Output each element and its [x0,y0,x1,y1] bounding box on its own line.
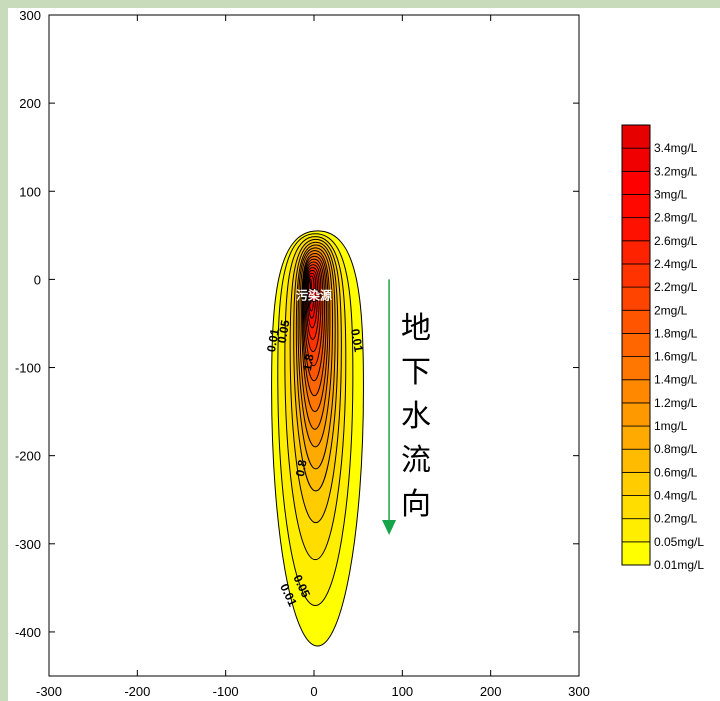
source-label: 污染源 [296,287,332,302]
y-tick-label: 300 [19,8,41,23]
legend-swatch [621,170,651,195]
legend-swatch [621,541,651,566]
x-tick-label: 200 [480,684,502,699]
x-tick-label: -200 [124,684,150,699]
legend-swatch [621,379,651,404]
x-tick-label: -300 [36,684,62,699]
contour-label: 0.8 [293,458,310,477]
source-point [307,288,321,302]
legend-label: 3.2mg/L [654,164,698,178]
legend-swatch [621,147,651,172]
legend-label: 1.2mg/L [654,396,698,410]
legend-label: 0.6mg/L [654,465,698,479]
legend-label: 2.4mg/L [654,257,698,271]
legend-swatch [621,448,651,473]
x-tick-label: 0 [310,684,317,699]
y-tick-label: 0 [34,272,41,287]
contour-label: 0.01 [348,328,366,354]
legend-swatch [621,471,651,496]
flow-label-char: 水 [401,399,431,434]
flow-label-char: 地 [401,311,431,346]
flow-label-char: 下 [401,355,431,390]
legend-swatch [621,217,651,242]
legend-label: 1.8mg/L [654,326,698,340]
legend-label: 1mg/L [654,419,688,433]
y-tick-label: -400 [15,625,41,640]
legend-swatch [621,425,651,450]
contour-label: 1.8 [300,353,317,372]
legend-label: 2.6mg/L [654,234,698,248]
legend-label: 2.2mg/L [654,280,698,294]
legend-swatch [621,402,651,427]
legend-label: 0.8mg/L [654,442,698,456]
y-tick-label: 100 [19,184,41,199]
legend-swatch [621,240,651,265]
y-tick-label: -300 [15,537,41,552]
legend-label: 1.4mg/L [654,373,698,387]
legend-swatch [621,495,651,520]
y-tick-label: 200 [19,96,41,111]
legend-swatch [621,124,651,149]
legend-label: 2mg/L [654,303,688,317]
legend-swatch [621,518,651,543]
y-tick-label: -200 [15,449,41,464]
flow-label-char: 流 [401,443,431,478]
legend-label: 0.05mg/L [654,535,704,549]
legend-swatch [621,263,651,288]
legend-swatch [621,194,651,219]
legend-label: 3.4mg/L [654,141,698,155]
contour-label: 0.05 [275,319,293,345]
flow-arrow-head [382,519,397,535]
y-tick-label: -100 [15,361,41,376]
x-tick-label: 300 [568,684,590,699]
x-tick-label: -100 [213,684,239,699]
legend-frame [621,124,651,566]
legend-swatch [621,309,651,334]
legend-label: 1.6mg/L [654,350,698,364]
legend-label: 0.2mg/L [654,512,698,526]
legend-label: 3mg/L [654,187,688,201]
legend-label: 0.4mg/L [654,489,698,503]
legend-label: 0.01mg/L [654,558,704,572]
legend-label: 2.8mg/L [654,211,698,225]
legend-swatch [621,286,651,311]
legend-swatch [621,356,651,381]
legend-swatch [621,333,651,357]
x-tick-label: 100 [391,684,413,699]
contour-label: 0.01 [264,327,282,353]
flow-label-char: 向 [401,487,431,522]
